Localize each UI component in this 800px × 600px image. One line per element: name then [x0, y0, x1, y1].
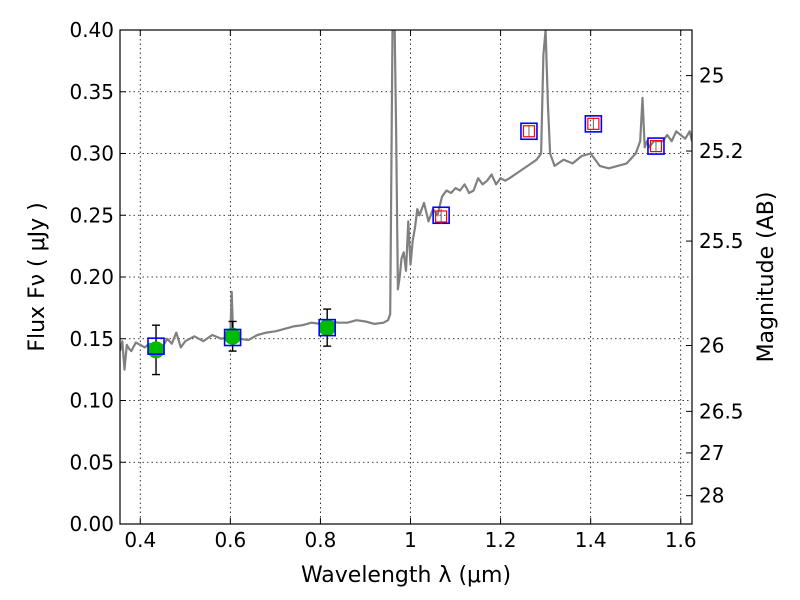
open-photometry-point — [522, 125, 536, 138]
x-tick-label: 0.8 — [305, 528, 337, 552]
model-photometry-square — [520, 122, 538, 141]
y-tick-label: 0.00 — [69, 512, 114, 536]
x-axis-label: Wavelength λ (μm) — [301, 563, 511, 588]
right-axis-label: Magnitude (AB) — [754, 192, 779, 363]
photometry-point — [224, 327, 242, 345]
right-tick-label: 28 — [699, 484, 724, 508]
right-tick-label: 25.2 — [699, 139, 744, 163]
right-tick-label: 27 — [699, 441, 724, 465]
right-tick-label: 26.5 — [699, 399, 744, 423]
tick-labels: 0.4 0.6 0.8 1 1.2 1.4 1.6 0.00 0.05 0.10 0.15 0.20 0… — [69, 18, 743, 552]
open-photometry-point — [587, 117, 600, 130]
axis-ticks — [120, 29, 692, 525]
photometry-layer — [147, 115, 665, 376]
y-tick-label: 0.25 — [69, 203, 114, 227]
y-tick-label: 0.20 — [69, 265, 114, 289]
model-photometry-square — [223, 328, 242, 347]
y-tick-label: 0.05 — [69, 450, 114, 474]
model-photometry-square — [147, 337, 165, 355]
y-tick-label: 0.15 — [69, 327, 114, 351]
x-tick-label: 0.6 — [214, 528, 246, 552]
grid — [120, 29, 692, 525]
photometry-point — [147, 341, 165, 359]
y-tick-label: 0.35 — [69, 80, 114, 104]
spectrum-line — [120, 30, 692, 371]
x-tick-label: 1.4 — [575, 528, 607, 552]
model-photometry-square — [647, 137, 665, 155]
photometry-point — [318, 319, 336, 337]
x-tick-label: 1 — [404, 528, 417, 552]
spectrum-layer — [120, 30, 692, 371]
y-axis-label: Flux Fν ( μJy ) — [25, 202, 50, 351]
y-tick-label: 0.30 — [69, 142, 114, 166]
x-tick-label: 1.6 — [665, 528, 697, 552]
x-tick-label: 0.4 — [124, 528, 156, 552]
open-photometry-point — [435, 210, 448, 223]
y-tick-label: 0.40 — [69, 18, 114, 42]
open-photometry-point — [649, 139, 663, 153]
right-tick-label: 25.5 — [699, 229, 744, 253]
right-tick-label: 26 — [699, 333, 724, 357]
x-tick-label: 1.2 — [485, 528, 517, 552]
y-tick-label: 0.10 — [69, 389, 114, 413]
right-tick-label: 25 — [699, 64, 724, 88]
model-photometry-square — [584, 115, 603, 133]
model-photometry-square — [318, 318, 336, 337]
